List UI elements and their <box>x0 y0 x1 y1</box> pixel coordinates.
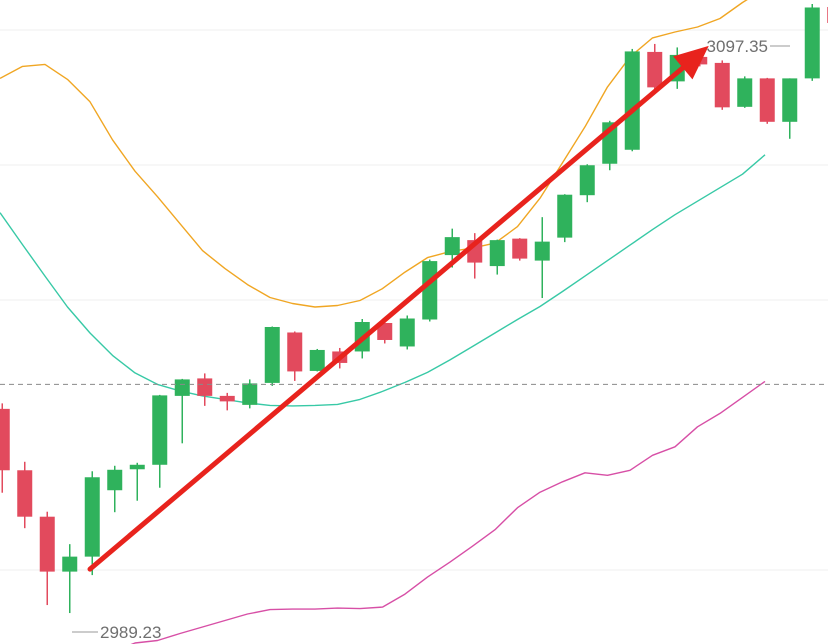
candle-body <box>309 349 325 371</box>
candle-34 <box>759 77 775 124</box>
candle-body <box>714 62 730 108</box>
candle-14 <box>309 348 325 372</box>
trend-arrow-shaft <box>87 65 686 572</box>
candle-body <box>242 383 258 405</box>
candle-body <box>624 51 640 150</box>
candle-8 <box>174 378 190 444</box>
candle-22 <box>489 239 505 275</box>
candle-body <box>512 238 528 259</box>
candle-body <box>152 395 168 465</box>
candle-body <box>219 395 235 402</box>
bollinger-bands <box>0 0 766 644</box>
candle-body <box>422 261 438 320</box>
candle-11 <box>242 379 258 409</box>
candle-36 <box>804 3 820 81</box>
candle-3 <box>62 544 78 614</box>
candle-17 <box>377 320 393 344</box>
middle-band-line <box>0 154 766 407</box>
candle-23 <box>512 238 528 261</box>
candle-body <box>782 78 798 122</box>
candle-body <box>557 194 573 238</box>
lower-band-line <box>130 380 766 644</box>
candle-body <box>0 408 10 471</box>
candle-body <box>129 464 145 470</box>
candle-24 <box>534 217 550 299</box>
candle-body <box>197 378 213 396</box>
candle-body <box>804 7 820 79</box>
candle-33 <box>737 76 753 108</box>
candle-29 <box>647 43 663 90</box>
trend-arrow-layer <box>87 45 709 572</box>
candle-body <box>444 237 460 256</box>
candle-26 <box>579 164 595 203</box>
candle-0 <box>0 403 10 493</box>
candles <box>0 3 828 614</box>
candle-body <box>534 241 550 261</box>
candle-1 <box>17 461 33 529</box>
candle-7 <box>152 394 168 488</box>
candle-6 <box>129 462 145 501</box>
upper-band-line <box>0 0 748 308</box>
candle-body <box>647 51 663 88</box>
candle-4 <box>84 471 100 576</box>
candle-body <box>84 477 100 557</box>
candle-18 <box>399 315 415 350</box>
candle-25 <box>557 194 573 243</box>
candle-9 <box>197 373 213 406</box>
candle-body <box>759 78 775 122</box>
candle-body <box>17 470 33 517</box>
grid-lines <box>0 29 828 571</box>
candle-32 <box>714 60 730 110</box>
candle-body <box>174 379 190 396</box>
candle-body <box>737 78 753 107</box>
candle-body <box>399 318 415 347</box>
candle-35 <box>782 78 798 139</box>
candle-28 <box>624 48 640 152</box>
candle-13 <box>287 331 303 381</box>
low-price-label: 2989.23 <box>100 623 161 642</box>
candle-body <box>62 556 78 572</box>
candle-body <box>107 469 123 491</box>
candle-19 <box>422 259 438 322</box>
candle-body <box>377 322 393 340</box>
candle-body <box>39 516 55 572</box>
trend-arrow-head <box>673 45 709 80</box>
candle-2 <box>39 511 55 606</box>
candle-body <box>489 240 505 267</box>
candle-body <box>264 326 280 383</box>
candle-body <box>579 165 595 196</box>
candle-body <box>287 332 303 372</box>
candle-10 <box>219 392 235 411</box>
price-labels: 3097.35 2989.23 <box>72 37 790 642</box>
candle-12 <box>264 326 280 386</box>
candle-5 <box>107 465 123 513</box>
high-price-label: 3097.35 <box>707 37 768 56</box>
